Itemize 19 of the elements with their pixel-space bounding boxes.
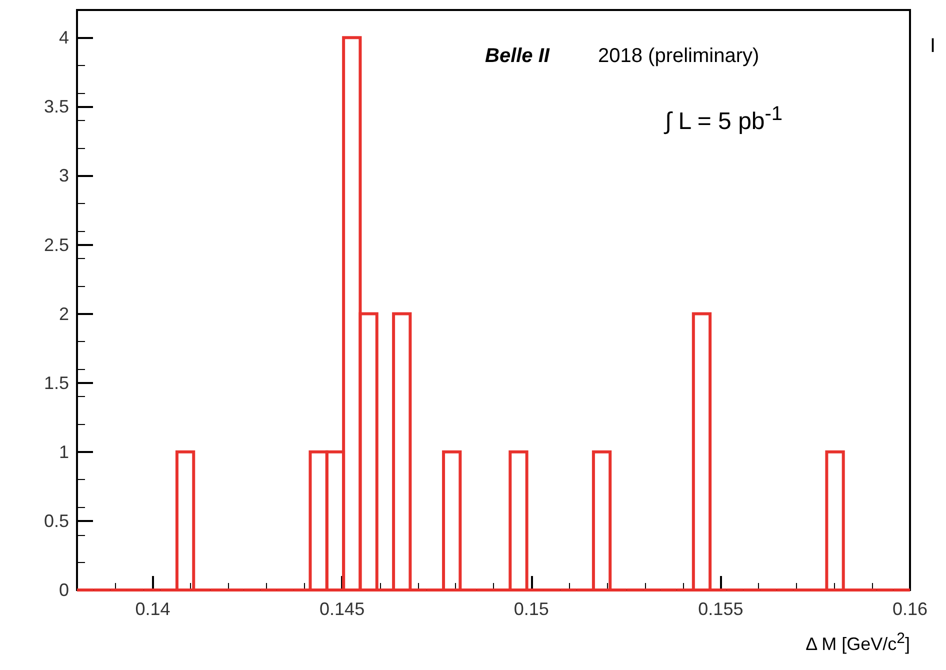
y-tick-label: 0 xyxy=(58,580,69,600)
x-axis-title: Δ M [GeV/c$^{2}$] xyxy=(806,630,910,656)
y-tick-label: 1.5 xyxy=(44,372,69,393)
y-tick-label: 4 xyxy=(58,28,69,48)
x-tick-label: 0.155 xyxy=(698,599,744,619)
x-tick-label: 0.145 xyxy=(320,599,365,619)
y-tick-label: 3.5 xyxy=(44,96,69,117)
x-tick-label: 0.16 xyxy=(892,599,928,619)
text: I xyxy=(930,34,936,58)
annotation: ∫ L = 5 pb$^{-1}$ xyxy=(665,102,783,137)
x-tick-label: 0.14 xyxy=(135,599,170,619)
x-tick-label: 0.15 xyxy=(514,599,549,619)
y-tick-label: 0.5 xyxy=(44,510,69,531)
y-tick-label: 2 xyxy=(58,304,69,324)
y-tick-label: 2.5 xyxy=(44,234,69,255)
annotation: Belle II xyxy=(485,44,550,68)
y-tick-label: 3 xyxy=(58,166,69,186)
y-tick-label: 1 xyxy=(58,442,69,462)
annotation: 2018 (preliminary) xyxy=(598,44,760,68)
